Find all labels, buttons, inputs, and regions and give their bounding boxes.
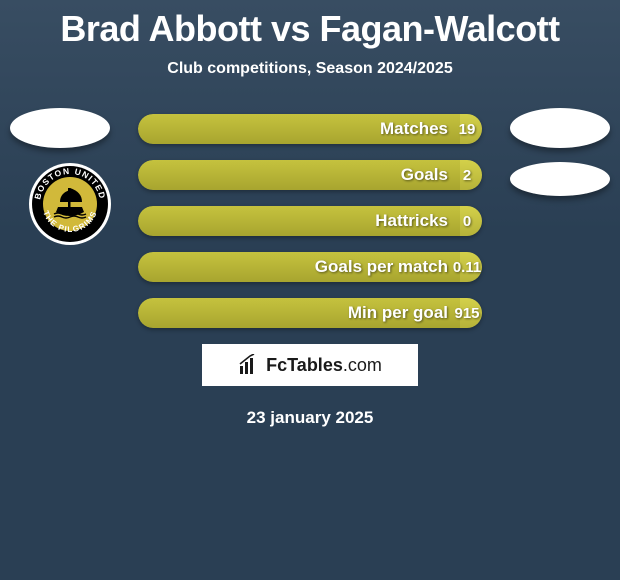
stat-value: 0 xyxy=(452,206,482,236)
stat-row: Goals2 xyxy=(138,160,482,190)
stat-value: 2 xyxy=(452,160,482,190)
player-left-badge xyxy=(10,108,110,148)
stat-label: Hattricks xyxy=(138,206,454,236)
player-right-badge-2 xyxy=(510,162,610,196)
stat-label: Matches xyxy=(138,114,454,144)
subtitle: Club competitions, Season 2024/2025 xyxy=(0,60,620,78)
logo-text-dark: FcTables xyxy=(266,355,343,375)
stat-label: Goals per match xyxy=(138,252,454,282)
stat-value: 915 xyxy=(452,298,482,328)
stat-value: 19 xyxy=(452,114,482,144)
stat-bars: Matches19 Goals2 Hattricks0 Goals per match… xyxy=(138,114,482,328)
stat-row: Hattricks0 xyxy=(138,206,482,236)
stat-row: Goals per match0.11 xyxy=(138,252,482,282)
stat-row: Min per goal915 xyxy=(138,298,482,328)
stat-label: Min per goal xyxy=(138,298,454,328)
comparison-panel: BOSTON UNITED THE PILGRIMS Matches19 Goal… xyxy=(0,114,620,428)
stat-row: Matches19 xyxy=(138,114,482,144)
stat-value: 0.11 xyxy=(452,252,482,282)
player-right-badge xyxy=(510,108,610,148)
date-label: 23 january 2025 xyxy=(0,408,620,428)
page-title: Brad Abbott vs Fagan-Walcott xyxy=(0,0,620,50)
boston-united-crest: BOSTON UNITED THE PILGRIMS xyxy=(28,162,112,246)
logo-text-light: .com xyxy=(343,355,382,375)
fctables-logo: FcTables.com xyxy=(202,344,418,386)
bar-chart-icon xyxy=(238,354,262,376)
logo-text: FcTables.com xyxy=(266,355,382,376)
stat-label: Goals xyxy=(138,160,454,190)
